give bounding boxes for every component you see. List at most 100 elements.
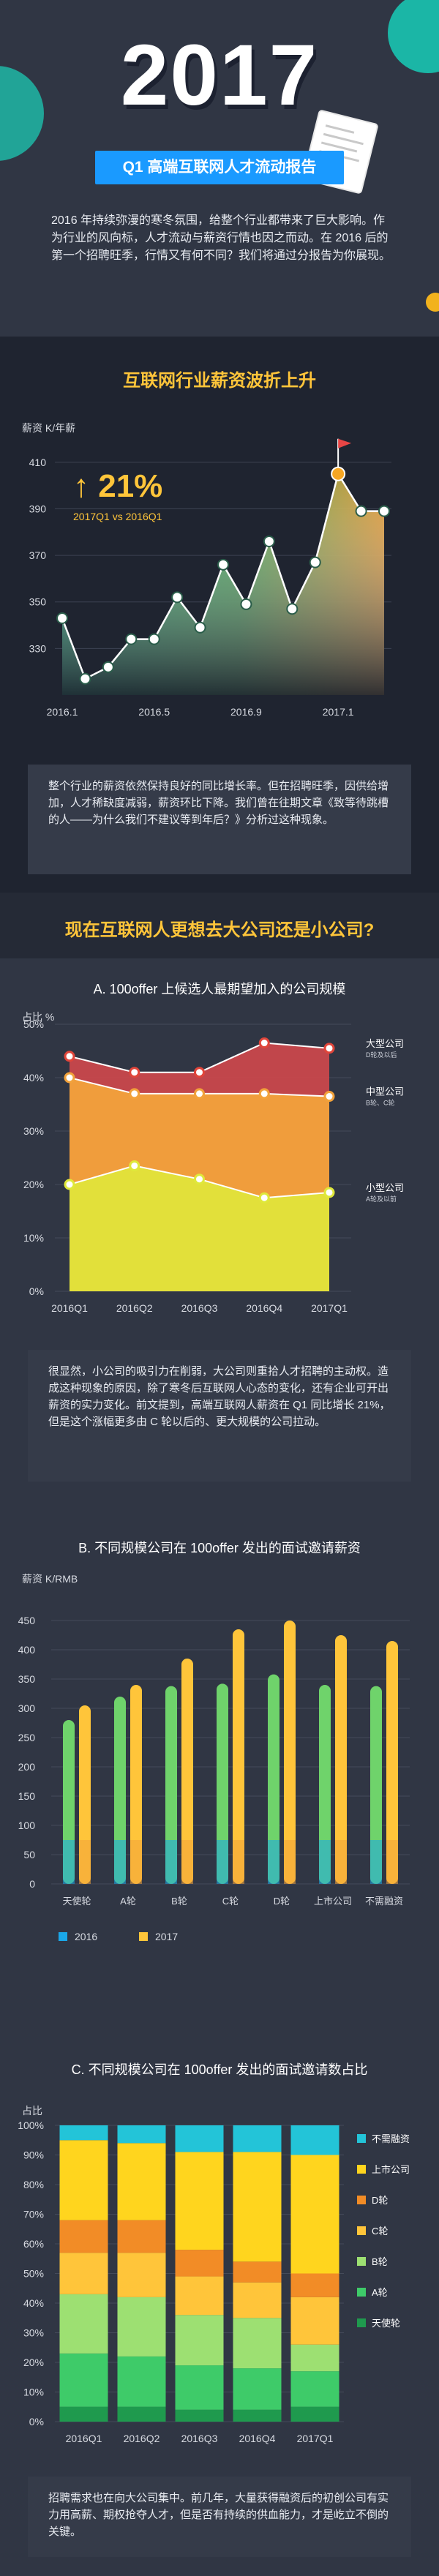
legend-label: D轮 xyxy=(372,2195,388,2206)
salary-axis-unit: 薪资 K/年薪 xyxy=(22,422,76,434)
series-point xyxy=(258,1088,270,1100)
y-tick-label: 60% xyxy=(23,2238,44,2250)
x-tick-label: 2017Q1 xyxy=(311,1302,348,1314)
x-tick-label: 2016Q3 xyxy=(181,2433,218,2444)
stack-天使轮 xyxy=(233,2409,282,2422)
stack-B轮 xyxy=(117,2297,166,2357)
chart-a-title: A. 100offer 上候选人最期望加入的公司规模 xyxy=(93,982,346,996)
chart-c-unit: 占比 xyxy=(22,2105,42,2117)
legend-label: 上市公司 xyxy=(372,2164,410,2175)
series-point xyxy=(64,1179,75,1190)
salary-point xyxy=(331,466,346,481)
legend-label: A轮 xyxy=(372,2287,388,2298)
y-tick-label: 350 xyxy=(18,1673,36,1685)
salary-title: 互联网行业薪资波折上升 xyxy=(123,371,316,391)
y-tick-label: 390 xyxy=(29,503,47,514)
series-point xyxy=(194,1088,205,1100)
bar-2017 xyxy=(233,1629,244,1884)
x-tick-label: 上市公司 xyxy=(314,1896,352,1907)
chart-b-title: B. 不同规模公司在 100offer 发出的面试邀请薪资 xyxy=(78,1541,361,1555)
bar-base xyxy=(114,1840,126,1884)
series-point xyxy=(323,1187,335,1198)
legend-swatch xyxy=(59,1932,67,1941)
stack-C轮 xyxy=(290,2297,339,2345)
stack-A轮 xyxy=(233,2368,282,2410)
bar-base xyxy=(165,1840,177,1884)
stack-上市公司 xyxy=(117,2143,166,2220)
salary-point xyxy=(378,505,390,517)
series-point xyxy=(64,1051,75,1062)
y-tick-label: 100 xyxy=(18,1820,36,1831)
salary-point xyxy=(102,661,114,673)
invite-section: C. 不同规模公司在 100offer 发出的面试邀请数占比 占比 0% 10% 2… xyxy=(0,2030,439,2576)
legend-sub: B轮、C轮 xyxy=(366,1099,395,1107)
x-tick-label: 2016Q1 xyxy=(51,1302,88,1314)
stack-C轮 xyxy=(117,2253,166,2297)
series-point xyxy=(129,1160,140,1171)
y-tick-label: 20% xyxy=(23,1179,44,1190)
y-tick-label: 30% xyxy=(23,2327,44,2339)
series-point xyxy=(258,1192,270,1203)
bar-2016 xyxy=(114,1697,126,1884)
legend-swatch xyxy=(357,2257,366,2266)
y-tick-label: 70% xyxy=(23,2209,44,2220)
bar-2017 xyxy=(79,1705,91,1884)
legend-label: 2017 xyxy=(155,1931,178,1942)
series-point xyxy=(194,1067,205,1078)
legend-label: B轮 xyxy=(372,2256,388,2267)
salary-line-chart: 330 350 370 390 410 2016.1 2016.5 2016.9 2017.1 xyxy=(29,438,391,718)
stack-D轮 xyxy=(175,2250,224,2277)
legend-swatch xyxy=(357,2288,366,2297)
x-tick-label: 不需融资 xyxy=(365,1896,403,1907)
stack-天使轮 xyxy=(290,2406,339,2422)
bar-base xyxy=(284,1840,296,1884)
salary-point xyxy=(194,621,206,634)
hero-section: 2017 Q1 高端互联网人才流动报告 2016 年持续弥漫的寒冬氛围，给整个行… xyxy=(0,0,439,337)
stack-D轮 xyxy=(233,2261,282,2283)
series-point xyxy=(258,1037,270,1049)
legend-label: 大型公司 xyxy=(366,1038,404,1049)
bar-2017 xyxy=(181,1659,193,1884)
x-tick-label: 2016Q2 xyxy=(116,1302,153,1314)
hero-intro: 2016 年持续弥漫的寒冬氛围，给整个行业都带来了巨大影响。作为行业的风向标，人… xyxy=(51,214,391,262)
y-tick-label: 40% xyxy=(23,1072,44,1084)
stack-上市公司 xyxy=(59,2140,108,2220)
stack-C轮 xyxy=(175,2276,224,2316)
bar-2016 xyxy=(268,1674,279,1884)
stack-上市公司 xyxy=(290,2155,339,2274)
bar-base xyxy=(130,1840,142,1884)
company-section: 现在互联网人更想去大公司还是小公司? A. 100offer 上候选人最期望加入… xyxy=(0,893,439,2030)
y-tick-label: 50 xyxy=(23,1849,35,1860)
bar-2017 xyxy=(130,1685,142,1884)
chart-b-unit: 薪资 K/RMB xyxy=(22,1573,78,1585)
y-tick-label: 330 xyxy=(29,642,47,654)
bar-2017 xyxy=(284,1621,296,1884)
y-tick-label: 10% xyxy=(23,2387,44,2398)
y-tick-label: 80% xyxy=(23,2179,44,2190)
y-tick-label: 370 xyxy=(29,549,47,561)
y-tick-label: 250 xyxy=(18,1732,36,1743)
y-tick-label: 350 xyxy=(29,596,47,608)
bar-base xyxy=(335,1840,347,1884)
y-tick-label: 50% xyxy=(23,1018,44,1030)
y-tick-label: 40% xyxy=(23,2297,44,2309)
stack-C轮 xyxy=(233,2282,282,2318)
salary-point xyxy=(286,603,299,615)
stack-天使轮 xyxy=(59,2406,108,2422)
x-tick-label: 2016Q4 xyxy=(246,1302,282,1314)
stack-D轮 xyxy=(59,2220,108,2253)
legend-swatch xyxy=(357,2196,366,2204)
bar-2016 xyxy=(319,1685,331,1884)
y-tick-label: 20% xyxy=(23,2357,44,2368)
salary-by-stage-bar-chart: 0 50 100 150 200 250 300 350 400 450 天使轮 A轮 B轮 C轮 D轮 上市… xyxy=(18,1615,410,1942)
salary-point xyxy=(56,612,68,624)
salary-section: 互联网行业薪资波折上升 薪资 K/年薪 330 350 370 390 410 2016.… xyxy=(0,337,439,893)
stack-天使轮 xyxy=(175,2409,224,2422)
y-tick-label: 50% xyxy=(23,2268,44,2280)
stack-D轮 xyxy=(290,2273,339,2297)
stack-A轮 xyxy=(290,2371,339,2407)
chart-c-note: 招聘需求也在向大公司集中。前几年，大量获得融资后的初创公司有实力用高薪、期权抢夺… xyxy=(28,2477,411,2557)
legend-label: 中型公司 xyxy=(366,1086,404,1097)
bar-base xyxy=(233,1840,244,1884)
